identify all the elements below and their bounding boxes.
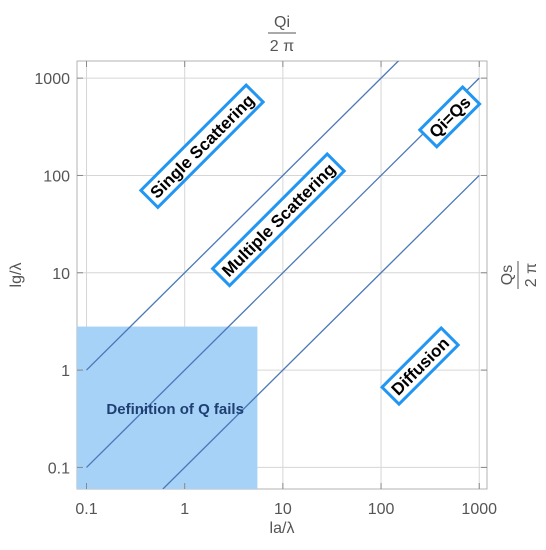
y-tick-label: 1 — [61, 363, 70, 380]
top-axis-numerator: Qi — [274, 14, 290, 31]
right-axis-numerator: Qs — [499, 265, 516, 285]
right-axis-label: Qs 2 π — [499, 261, 540, 289]
failure-region — [77, 326, 258, 489]
region-label: Definition of Q fails — [106, 401, 244, 418]
x-tick-label: 1 — [180, 501, 189, 518]
top-axis-label: Qi 2 π — [268, 14, 296, 55]
annotation-box — [379, 325, 461, 407]
right-axis-denominator: 2 π — [523, 263, 540, 287]
series-lines — [86, 61, 480, 489]
annotation-box — [210, 151, 347, 288]
annotation-box — [417, 84, 482, 149]
y-tick-label: 1000 — [34, 71, 70, 88]
series-line-2 — [86, 77, 480, 468]
x-tick-label: 10 — [274, 501, 292, 518]
series-line-1 — [86, 61, 400, 371]
y-tick-label: 100 — [43, 168, 70, 185]
y-axis-label: lg/λ — [8, 263, 25, 288]
x-tick-label: 1000 — [461, 501, 497, 518]
y-tick-label: 10 — [52, 266, 70, 283]
annotation-box — [138, 82, 266, 210]
x-tick-label: 100 — [368, 501, 395, 518]
y-tick-label: 0.1 — [48, 460, 70, 477]
axis-ticks: 0.1 1 10 100 1000 0.1 1 10 100 1000 — [34, 61, 497, 518]
x-tick-label: 0.1 — [75, 501, 97, 518]
x-axis-label: la/λ — [270, 520, 295, 537]
top-axis-denominator: 2 π — [270, 38, 294, 55]
series-line-3 — [162, 174, 480, 489]
